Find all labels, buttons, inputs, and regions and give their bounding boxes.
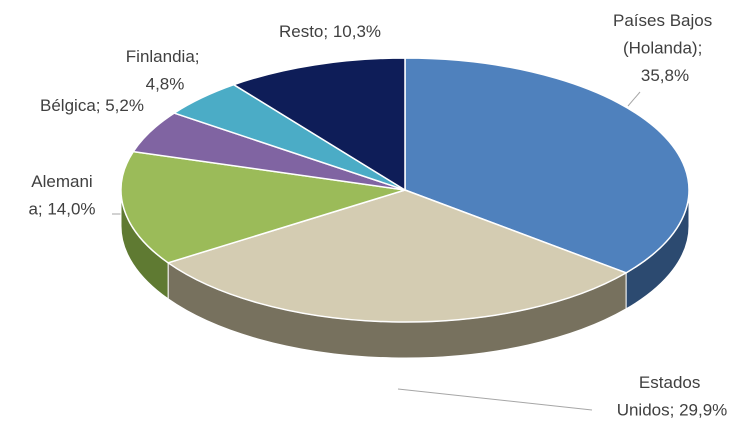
pie-slice bbox=[404, 57, 690, 274]
data-label: Resto; 10,3% bbox=[279, 22, 381, 41]
pie-slice bbox=[120, 150, 406, 264]
leader-line bbox=[397, 388, 593, 411]
leader-line bbox=[627, 91, 641, 107]
pie-slice bbox=[166, 189, 628, 323]
data-label: Bélgica; 5,2% bbox=[40, 96, 144, 115]
data-label: Finlandia; 4,8% bbox=[126, 47, 204, 94]
pie-tops bbox=[120, 57, 690, 323]
data-label: Países Bajos (Holanda); 35,8% bbox=[613, 11, 717, 85]
data-label: Estados Unidos; 29,9% bbox=[617, 373, 728, 420]
pie-slice bbox=[232, 57, 406, 192]
data-label: Alemani a; 14,0% bbox=[28, 172, 95, 219]
